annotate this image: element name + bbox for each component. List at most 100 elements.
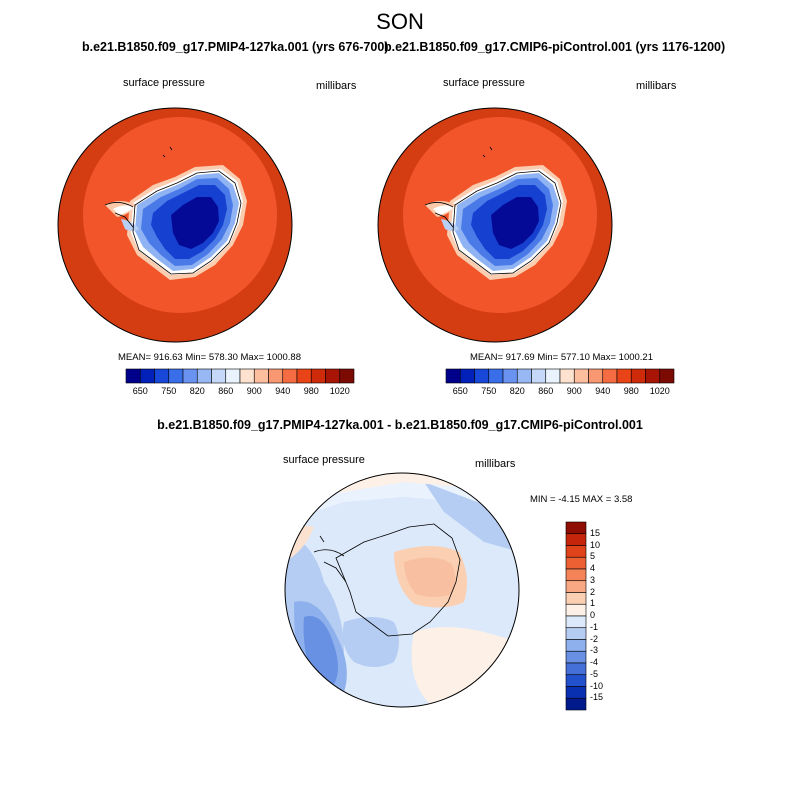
difference-colorbar-labels: 15 10 5 4 3 2 1 0 -1 -2 -3 -4 -5 -10 -15 bbox=[590, 522, 630, 710]
colorbar-tick-label: 820 bbox=[509, 386, 525, 396]
difference-title: b.e21.B1850.f09_g17.PMIP4-127ka.001 - b.… bbox=[157, 418, 643, 432]
colorbar-swatch bbox=[154, 368, 170, 384]
colorbar-swatch bbox=[565, 545, 587, 558]
colorbar-tick-label: 750 bbox=[161, 386, 177, 396]
colorbar-swatch bbox=[565, 627, 587, 640]
colorbar-tick-label: 900 bbox=[246, 386, 262, 396]
colorbar-swatch bbox=[182, 368, 198, 384]
panel1-stats: MEAN= 916.63 Min= 578.30 Max= 1000.88 bbox=[118, 352, 301, 363]
colorbar-tick-label: -2 bbox=[590, 633, 599, 644]
panel2-stats: MEAN= 917.69 Min= 577.10 Max= 1000.21 bbox=[470, 352, 653, 363]
colorbar-swatch bbox=[211, 368, 227, 384]
colorbar-swatch bbox=[565, 697, 587, 711]
colorbar-swatch bbox=[602, 368, 618, 384]
panel1-colorbar bbox=[125, 368, 355, 384]
difference-map bbox=[284, 472, 520, 708]
colorbar-swatch bbox=[565, 568, 587, 582]
colorbar-tick-label: 0 bbox=[590, 610, 596, 620]
colorbar-swatch bbox=[474, 368, 490, 384]
colorbar-tick-label: 5 bbox=[590, 551, 596, 562]
colorbar-tick-label: 860 bbox=[538, 386, 554, 396]
colorbar-swatch bbox=[459, 368, 475, 384]
colorbar-swatch bbox=[282, 368, 298, 384]
colorbar-swatch bbox=[565, 603, 587, 617]
colorbar-swatch bbox=[225, 368, 241, 384]
colorbar-tick-label: 1020 bbox=[329, 386, 350, 396]
colorbar-tick-label: 4 bbox=[590, 563, 596, 573]
colorbar-tick-label: 860 bbox=[218, 386, 234, 396]
colorbar-swatch bbox=[645, 368, 661, 384]
colorbar-tick-label: 940 bbox=[595, 386, 611, 396]
colorbar-swatch bbox=[565, 556, 587, 570]
colorbar-tick-label: 940 bbox=[275, 386, 291, 396]
colorbar-swatch bbox=[565, 650, 587, 664]
colorbar-swatch bbox=[565, 533, 587, 546]
difference-colorbar bbox=[565, 521, 587, 711]
colorbar-swatch bbox=[588, 368, 604, 384]
colorbar-swatch bbox=[559, 368, 575, 384]
colorbar-tick-label: 820 bbox=[189, 386, 205, 396]
colorbar-swatch bbox=[630, 368, 646, 384]
colorbar-swatch bbox=[239, 368, 255, 384]
panel2-case-title: b.e21.B1850.f09_g17.CMIP6-piControl.001 … bbox=[384, 40, 726, 54]
colorbar-tick-label: -1 bbox=[590, 621, 599, 632]
colorbar-swatch bbox=[125, 368, 141, 384]
colorbar-swatch bbox=[445, 368, 461, 384]
colorbar-swatch bbox=[139, 368, 155, 384]
colorbar-swatch bbox=[565, 639, 587, 652]
colorbar-swatch bbox=[565, 615, 587, 629]
colorbar-swatch bbox=[565, 662, 587, 676]
season-title: SON bbox=[376, 9, 424, 34]
colorbar-swatch bbox=[565, 674, 587, 687]
colorbar-tick-label: 1020 bbox=[649, 386, 670, 396]
colorbar-swatch bbox=[573, 368, 589, 384]
colorbar-tick-label: 2 bbox=[590, 586, 596, 597]
colorbar-tick-label: -15 bbox=[590, 692, 604, 703]
colorbar-swatch bbox=[339, 368, 355, 384]
difference-units: millibars bbox=[475, 458, 516, 470]
panel2-colorbar-labels: 650 750 820 860 900 940 980 1020 bbox=[446, 386, 674, 398]
colorbar-swatch bbox=[253, 368, 269, 384]
colorbar-tick-label: -4 bbox=[590, 657, 599, 667]
colorbar-swatch bbox=[545, 368, 561, 384]
colorbar-swatch bbox=[531, 368, 547, 384]
colorbar-tick-label: 10 bbox=[590, 539, 601, 550]
colorbar-tick-label: 900 bbox=[566, 386, 582, 396]
colorbar-swatch bbox=[196, 368, 212, 384]
colorbar-swatch bbox=[268, 368, 284, 384]
panel2-map bbox=[377, 107, 613, 343]
colorbar-tick-label: 650 bbox=[452, 386, 468, 396]
colorbar-tick-label: -10 bbox=[590, 680, 604, 691]
panel2-variable: surface pressure bbox=[443, 77, 525, 89]
colorbar-swatch bbox=[565, 592, 587, 605]
colorbar-swatch bbox=[310, 368, 326, 384]
panel1-variable: surface pressure bbox=[123, 77, 205, 89]
difference-variable: surface pressure bbox=[283, 454, 365, 466]
panel1-units: millibars bbox=[316, 80, 357, 92]
colorbar-swatch bbox=[516, 368, 532, 384]
colorbar-tick-label: 750 bbox=[481, 386, 497, 396]
colorbar-swatch bbox=[616, 368, 632, 384]
panel1-map bbox=[57, 107, 293, 343]
colorbar-tick-label: 3 bbox=[590, 574, 596, 585]
colorbar-swatch bbox=[565, 686, 587, 699]
panel2-units: millibars bbox=[636, 80, 677, 92]
colorbar-tick-label: 980 bbox=[303, 386, 319, 396]
panel2-colorbar bbox=[445, 368, 675, 384]
colorbar-swatch bbox=[565, 580, 587, 593]
panel1-colorbar-labels: 650 750 820 860 900 940 980 1020 bbox=[126, 386, 354, 398]
panel1-case-title: b.e21.B1850.f09_g17.PMIP4-127ka.001 (yrs… bbox=[82, 40, 389, 54]
colorbar-tick-label: 650 bbox=[132, 386, 148, 396]
colorbar-swatch bbox=[565, 521, 587, 535]
colorbar-swatch bbox=[488, 368, 504, 384]
difference-stats: MIN = -4.15 MAX = 3.58 bbox=[530, 494, 633, 505]
colorbar-tick-label: 1 bbox=[590, 598, 596, 609]
colorbar-tick-label: 980 bbox=[623, 386, 639, 396]
colorbar-swatch bbox=[659, 368, 675, 384]
colorbar-swatch bbox=[296, 368, 312, 384]
colorbar-swatch bbox=[325, 368, 341, 384]
colorbar-tick-label: 15 bbox=[590, 527, 601, 538]
colorbar-tick-label: -5 bbox=[590, 668, 599, 679]
colorbar-swatch bbox=[168, 368, 184, 384]
colorbar-tick-label: -3 bbox=[590, 645, 599, 656]
